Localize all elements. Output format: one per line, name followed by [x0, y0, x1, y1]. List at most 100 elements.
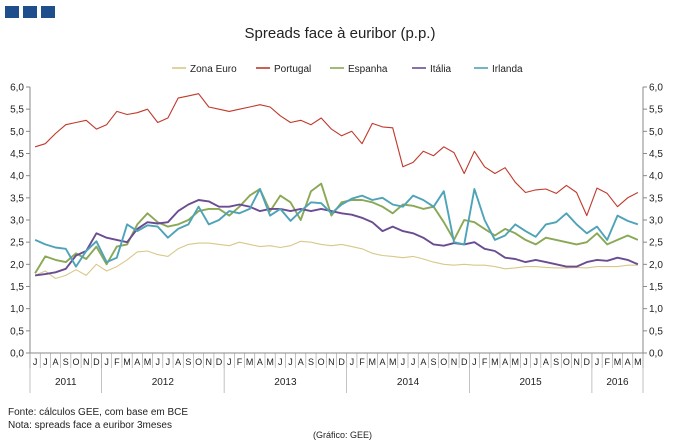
x-month-label: O: [440, 357, 447, 367]
x-month-label: M: [369, 357, 377, 367]
y-tick-label: 6,0: [649, 83, 663, 94]
source-note: Fonte: cálculos GEE, com base em BCE: [8, 407, 189, 418]
brand-logo: [5, 6, 55, 18]
x-month-label: S: [63, 357, 69, 367]
x-month-label: J: [166, 357, 171, 367]
x-month-label: M: [123, 357, 131, 367]
x-month-label: J: [472, 357, 477, 367]
y-tick-label: 1,5: [649, 282, 663, 293]
x-month-label: J: [288, 357, 293, 367]
x-month-label: M: [614, 357, 622, 367]
x-month-label: J: [533, 357, 538, 367]
logo-square: [41, 6, 55, 18]
y-tick-label: 0,5: [649, 326, 663, 337]
y-tick-label: 2,0: [10, 260, 24, 271]
x-month-label: A: [502, 357, 508, 367]
y-tick-label: 0,0: [10, 349, 24, 360]
x-year-label: 2013: [274, 377, 297, 388]
footnote: Nota: spreads face a euribor 3meses: [8, 420, 172, 431]
x-month-label: O: [563, 357, 570, 367]
x-month-label: J: [43, 357, 48, 367]
y-tick-label: 5,0: [649, 127, 663, 138]
x-month-label: J: [411, 357, 416, 367]
x-month-label: A: [379, 357, 385, 367]
x-year-label: 2012: [152, 377, 175, 388]
x-month-label: J: [155, 357, 160, 367]
x-month-label: A: [53, 357, 59, 367]
x-year-label: 2011: [55, 377, 77, 388]
series-line: [34, 188, 639, 268]
x-month-label: O: [318, 357, 325, 367]
x-month-label: F: [604, 357, 610, 367]
x-month-label: M: [144, 357, 152, 367]
x-month-label: S: [308, 357, 314, 367]
x-month-label: J: [401, 357, 406, 367]
x-month-label: A: [298, 357, 304, 367]
y-tick-label: 4,5: [10, 149, 24, 160]
x-month-label: D: [93, 357, 100, 367]
x-month-label: N: [451, 357, 458, 367]
x-month-label: A: [420, 357, 426, 367]
series-line: [34, 240, 638, 280]
x-month-label: S: [185, 357, 191, 367]
x-month-label: A: [625, 357, 631, 367]
chart-title: Spreads face à euribor (p.p.): [245, 25, 436, 42]
x-month-label: F: [482, 357, 488, 367]
x-month-label: M: [389, 357, 397, 367]
x-month-label: F: [359, 357, 365, 367]
x-year-label: 2016: [606, 377, 629, 388]
y-tick-label: 3,5: [10, 193, 24, 204]
x-month-label: J: [104, 357, 109, 367]
legend-entry: Espanha: [348, 64, 388, 75]
logo-square: [23, 6, 37, 18]
legend-entry: Zona Euro: [190, 64, 237, 75]
logo-square: [5, 6, 19, 18]
x-month-label: J: [523, 357, 528, 367]
x-year-label: 2014: [397, 377, 420, 388]
x-month-label: A: [257, 357, 263, 367]
x-month-label: F: [237, 357, 243, 367]
y-tick-label: 1,0: [10, 304, 24, 315]
x-month-label: S: [553, 357, 559, 367]
y-tick-label: 3,0: [649, 216, 663, 227]
x-month-label: N: [83, 357, 90, 367]
y-tick-label: 4,5: [649, 149, 663, 160]
x-month-label: J: [595, 357, 600, 367]
y-tick-label: 5,5: [649, 105, 663, 116]
x-month-label: F: [114, 357, 120, 367]
x-month-label: N: [573, 357, 580, 367]
y-tick-label: 0,0: [649, 349, 663, 360]
x-month-label: J: [278, 357, 283, 367]
x-month-label: N: [328, 357, 335, 367]
x-month-label: D: [461, 357, 468, 367]
x-month-label: M: [246, 357, 254, 367]
x-month-label: A: [543, 357, 549, 367]
x-month-label: M: [266, 357, 274, 367]
x-month-label: D: [338, 357, 345, 367]
y-tick-label: 5,0: [10, 127, 24, 138]
x-month-label: J: [350, 357, 355, 367]
chart-credit: (Gráfico: GEE): [313, 430, 373, 440]
x-month-label: O: [72, 357, 79, 367]
legend-entry: Irlanda: [492, 64, 523, 75]
y-tick-label: 5,5: [10, 105, 24, 116]
x-month-label: D: [216, 357, 223, 367]
y-tick-label: 4,0: [649, 171, 663, 182]
y-tick-label: 2,5: [10, 238, 24, 249]
x-month-label: M: [634, 357, 642, 367]
x-year-label: 2015: [519, 377, 542, 388]
x-month-label: A: [134, 357, 140, 367]
y-tick-label: 1,0: [649, 304, 663, 315]
x-month-label: S: [431, 357, 437, 367]
y-tick-label: 3,5: [649, 193, 663, 204]
y-tick-label: 4,0: [10, 171, 24, 182]
x-month-label: O: [195, 357, 202, 367]
y-tick-label: 1,5: [10, 282, 24, 293]
x-month-label: N: [206, 357, 213, 367]
legend-entry: Itália: [430, 64, 452, 75]
legend-entry: Portugal: [274, 64, 311, 75]
y-tick-label: 0,5: [10, 326, 24, 337]
x-month-label: J: [227, 357, 232, 367]
x-month-label: M: [512, 357, 520, 367]
